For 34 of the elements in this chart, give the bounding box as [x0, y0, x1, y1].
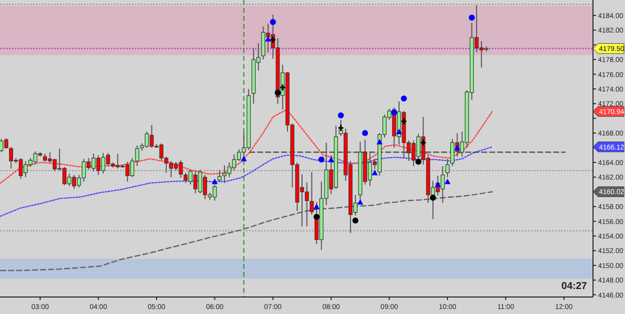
- point: [468, 14, 475, 21]
- point: [270, 19, 276, 26]
- point: [338, 112, 344, 118]
- point: [318, 156, 324, 163]
- point: [415, 158, 422, 165]
- candlestick: [218, 169, 222, 182]
- point: [265, 36, 272, 42]
- candlestick: [4, 138, 8, 149]
- point: [434, 182, 441, 188]
- point: [362, 130, 368, 136]
- point: [444, 178, 451, 184]
- point: [396, 128, 402, 134]
- point: [376, 138, 383, 144]
- point: [400, 96, 407, 102]
- point: [352, 218, 358, 224]
- point: [372, 170, 378, 176]
- annotation: 04:27: [561, 281, 588, 292]
- point: [400, 118, 408, 126]
- point: [270, 36, 276, 44]
- line-series: [0, 108, 493, 184]
- point: [338, 124, 344, 132]
- point: [454, 144, 460, 150]
- point: [328, 156, 334, 162]
- point: [314, 214, 320, 220]
- point: [420, 138, 427, 146]
- point: [212, 178, 218, 184]
- point: [430, 194, 436, 201]
- point: [279, 84, 286, 92]
- point: [240, 156, 247, 162]
- point: [274, 90, 281, 96]
- point: [391, 109, 398, 116]
- candlestick: [446, 158, 450, 178]
- point: [314, 204, 320, 210]
- point: [357, 199, 364, 205]
